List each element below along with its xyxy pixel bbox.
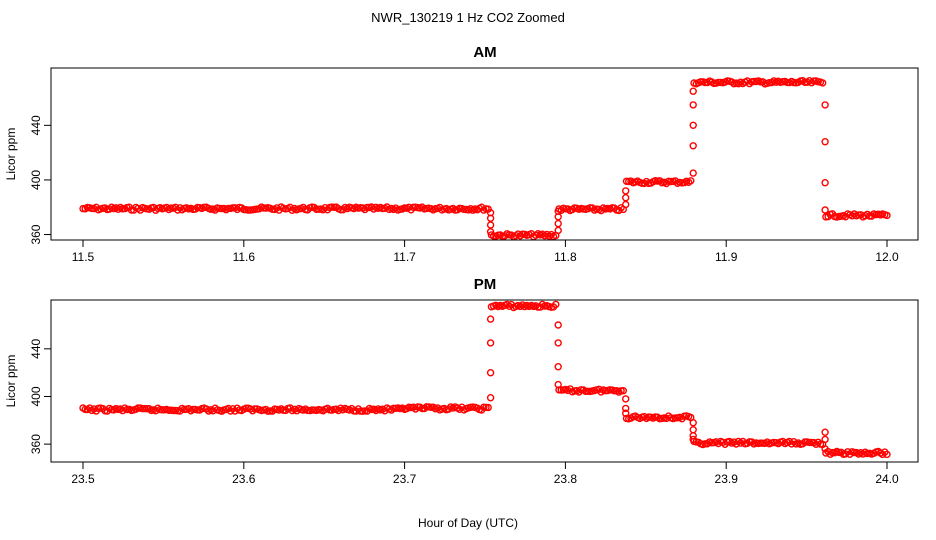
am-x-tick-label-5: 12.0 bbox=[875, 250, 899, 264]
am-y-tick-label-1: 400 bbox=[29, 170, 43, 190]
pm-y-tick-label-0: 360 bbox=[29, 434, 43, 454]
pm-plot-frame bbox=[50, 299, 919, 463]
pm-transition-point-2-1 bbox=[622, 404, 630, 413]
pm-x-tick-label-5: 24.0 bbox=[875, 472, 899, 486]
am-panel-title: AM bbox=[473, 44, 496, 61]
pm-transition-point-4-2 bbox=[821, 445, 829, 453]
am-transition-point-2-1 bbox=[622, 193, 630, 202]
pm-point-seg0-78 bbox=[251, 405, 259, 413]
pm-transition-point-0-3 bbox=[486, 315, 495, 323]
pm-point-seg5-5 bbox=[701, 440, 709, 448]
am-point-seg4-58 bbox=[819, 79, 827, 87]
am-point-seg5-28 bbox=[883, 211, 891, 220]
pm-transition-point-0-0 bbox=[486, 394, 495, 402]
am-transition-point-3-1 bbox=[689, 142, 697, 150]
pm-transition-point-2-0 bbox=[622, 395, 630, 403]
pm-point-seg1-20 bbox=[444, 405, 453, 413]
pm-y-tick-label-2: 440 bbox=[29, 339, 43, 359]
pm-transition-point-0-1 bbox=[486, 369, 495, 377]
am-x-tick-label-4: 11.9 bbox=[715, 250, 738, 264]
am-transition-point-4-0 bbox=[821, 101, 829, 109]
am-transition-point-0-3 bbox=[486, 228, 495, 236]
am-transition-point-0-1 bbox=[486, 214, 495, 222]
pm-point-seg0-29 bbox=[143, 405, 151, 413]
am-point-seg4-27 bbox=[750, 77, 758, 86]
am-transition-point-2-0 bbox=[622, 200, 630, 209]
am-transition-point-3-3 bbox=[689, 101, 697, 109]
pm-x-tick-label-4: 23.9 bbox=[715, 472, 739, 486]
am-point-seg0-66 bbox=[224, 204, 233, 213]
am-transition-point-4-1 bbox=[821, 137, 829, 146]
pm-data-points bbox=[79, 300, 891, 459]
pm-point-seg6-28 bbox=[883, 450, 891, 459]
am-y-tick-label-0: 360 bbox=[29, 224, 43, 244]
pm-transition-point-1-1 bbox=[554, 339, 562, 347]
am-transition-point-3-0 bbox=[689, 169, 697, 177]
pm-transition-point-3-2 bbox=[689, 432, 697, 440]
pm-transition-point-1-2 bbox=[554, 363, 562, 371]
am-transition-point-1-3 bbox=[554, 207, 562, 216]
am-x-axis: 11.5 11.6 11.7 11.8 11.9 12.0 bbox=[72, 239, 899, 264]
pm-y-axis: 360 400 440 bbox=[29, 339, 52, 454]
am-y-axis: 360 400 440 bbox=[29, 115, 52, 245]
am-point-seg0-118 bbox=[339, 205, 347, 214]
am-transition-point-4-3 bbox=[821, 206, 829, 214]
pm-point-seg0-68 bbox=[229, 405, 237, 413]
pm-transition-point-3-0 bbox=[689, 419, 697, 427]
pm-transition-point-1-0 bbox=[554, 321, 562, 329]
pm-point-seg5-52 bbox=[805, 438, 814, 447]
pm-transition-point-2-2 bbox=[622, 409, 630, 417]
pm-transition-point-4-1 bbox=[821, 435, 829, 444]
am-point-seg5-21 bbox=[868, 212, 876, 220]
am-transition-point-1-0 bbox=[554, 226, 562, 235]
pm-transition-point-4-0 bbox=[821, 428, 829, 436]
pm-x-tick-label-3: 23.8 bbox=[554, 472, 578, 486]
pm-point-seg3-29 bbox=[619, 387, 627, 395]
pm-panel: PM 23.5 23.6 23.7 23.8 23.9 24.0 360 400 440 Li… bbox=[4, 276, 919, 486]
am-panel: AM 11.5 11.6 11.7 11.8 11.9 12.0 360 400 440 Li… bbox=[4, 44, 919, 264]
am-transition-point-3-4 bbox=[689, 87, 697, 95]
pm-point-seg5-50 bbox=[801, 438, 809, 446]
am-transition-point-0-2 bbox=[486, 221, 495, 229]
am-point-seg4-50 bbox=[801, 78, 809, 87]
pm-point-seg5-44 bbox=[787, 440, 796, 448]
pm-y-axis-label: Licor ppm bbox=[4, 355, 18, 408]
am-plot-frame bbox=[50, 67, 919, 241]
am-y-tick-label-2: 440 bbox=[29, 115, 43, 135]
am-x-tick-label-2: 11.7 bbox=[393, 250, 416, 264]
am-x-tick-label-3: 11.8 bbox=[554, 250, 577, 264]
am-point-seg0-43 bbox=[173, 206, 182, 214]
am-x-tick-label-0: 11.5 bbox=[72, 250, 95, 264]
pm-x-tick-label-1: 23.6 bbox=[232, 472, 256, 486]
am-transition-point-3-2 bbox=[689, 121, 697, 130]
figure-title: NWR_130219 1 Hz CO2 Zoomed bbox=[371, 10, 565, 25]
pm-x-tick-label-0: 23.5 bbox=[71, 472, 95, 486]
pm-point-seg0-74 bbox=[242, 404, 250, 412]
pm-x-axis: 23.5 23.6 23.7 23.8 23.9 24.0 bbox=[71, 461, 899, 486]
am-data-points bbox=[79, 76, 891, 241]
pm-transition-point-0-2 bbox=[486, 339, 495, 347]
pm-y-tick-label-1: 400 bbox=[29, 386, 43, 406]
pm-transition-point-3-1 bbox=[689, 426, 697, 434]
am-transition-point-1-1 bbox=[554, 219, 562, 228]
pm-panel-title: PM bbox=[474, 276, 497, 293]
pm-point-seg0-67 bbox=[226, 407, 235, 415]
x-axis-label: Hour of Day (UTC) bbox=[418, 516, 518, 530]
pm-transition-point-3-3 bbox=[689, 435, 697, 444]
pm-transition-point-1-3 bbox=[554, 380, 562, 389]
am-transition-point-2-2 bbox=[622, 187, 630, 195]
pm-x-tick-label-2: 23.7 bbox=[393, 472, 417, 486]
am-point-seg4-5 bbox=[701, 78, 709, 87]
pm-point-seg1-8 bbox=[418, 404, 426, 413]
am-x-tick-label-1: 11.6 bbox=[233, 250, 256, 264]
pm-point-seg2-29 bbox=[552, 300, 560, 309]
am-y-axis-label: Licor ppm bbox=[4, 128, 18, 181]
am-point-seg0-40 bbox=[167, 204, 175, 212]
am-point-seg4-11 bbox=[714, 78, 723, 87]
am-point-seg3-29 bbox=[687, 177, 695, 185]
am-transition-point-4-2 bbox=[821, 178, 829, 187]
pm-point-seg1-38 bbox=[484, 403, 492, 412]
